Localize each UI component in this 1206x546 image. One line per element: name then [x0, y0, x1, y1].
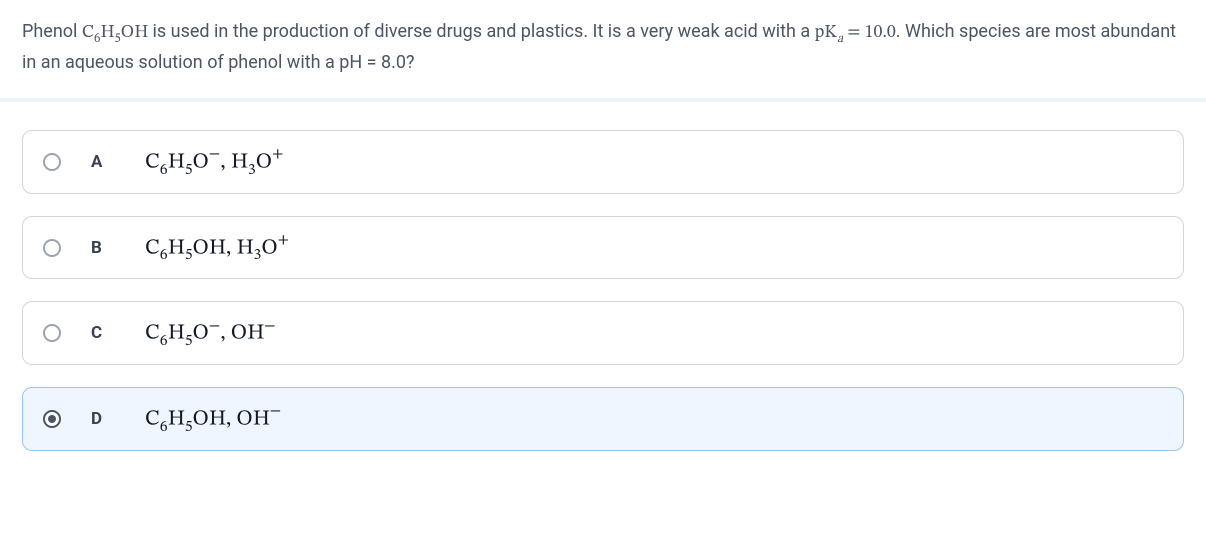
option-letter: B [91, 238, 119, 258]
radio-d[interactable] [43, 410, 61, 428]
option-answer: C6H5O−, H3O+ [145, 145, 283, 179]
option-a[interactable]: A C6H5O−, H3O+ [22, 130, 1184, 194]
q-pre: Phenol [22, 21, 82, 42]
q-mid1: is used in the production of diverse dru… [148, 21, 815, 42]
q-formula: C6H5OH [82, 24, 148, 42]
question-text: Phenol C6H5OH is used in the production … [22, 18, 1184, 76]
option-answer: C6H5O−, OH− [145, 316, 276, 350]
option-b[interactable]: B C6H5OH, H3O+ [22, 216, 1184, 280]
option-answer: C6H5OH, H3O+ [145, 231, 289, 265]
radio-c[interactable] [43, 324, 61, 342]
option-c[interactable]: C C6H5O−, OH− [22, 301, 1184, 365]
radio-a[interactable] [43, 153, 61, 171]
option-d[interactable]: D C6H5OH, OH− [22, 387, 1184, 451]
section-divider [0, 98, 1206, 102]
option-letter: C [91, 323, 119, 343]
option-letter: D [91, 409, 119, 429]
q-pka: pKa = 10.0 [815, 24, 896, 42]
option-letter: A [91, 152, 119, 172]
options-list: A C6H5O−, H3O+ B C6H5OH, H3O+ C C6H5O−, OH− D C… [22, 130, 1184, 451]
option-answer: C6H5OH, OH− [145, 402, 281, 436]
radio-b[interactable] [43, 239, 61, 257]
